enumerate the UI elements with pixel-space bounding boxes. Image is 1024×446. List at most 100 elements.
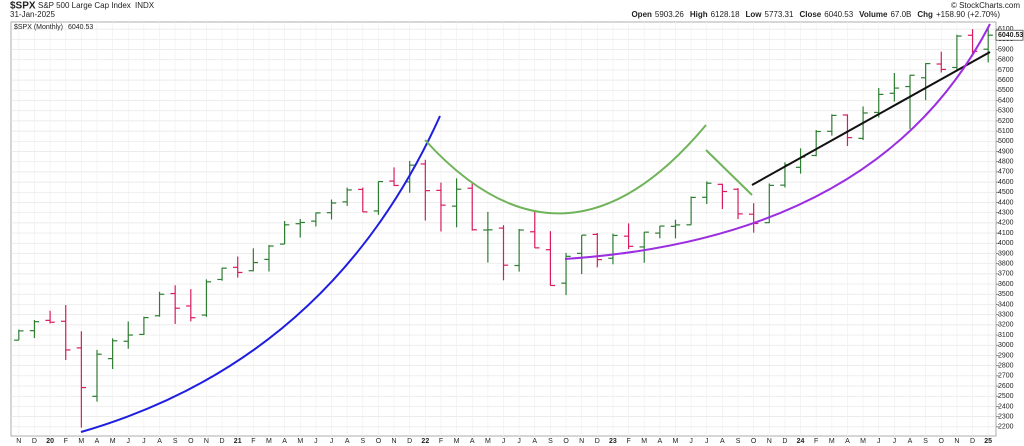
x-tick-label: F <box>64 438 68 445</box>
quote-label: Close <box>799 10 821 19</box>
x-tick-label: 22 <box>421 438 429 445</box>
credit: © StockCharts.com <box>951 1 1020 10</box>
x-tick-label: A <box>845 438 850 445</box>
x-tick-label: 20 <box>46 438 54 445</box>
x-tick-label: M <box>485 438 491 445</box>
black-line <box>751 51 991 186</box>
x-tick-label: D <box>407 438 412 445</box>
y-tick-label: 5800 <box>998 57 1014 64</box>
x-tick-label: M <box>110 438 116 445</box>
y-tick-label: 4600 <box>998 179 1014 186</box>
quote-label: High <box>690 10 708 19</box>
x-tick-label: J <box>689 438 693 445</box>
y-tick-label: 2300 <box>998 413 1014 420</box>
trend-lines <box>80 23 991 433</box>
x-tick-label: F <box>439 438 443 445</box>
y-tick-label: 3100 <box>998 332 1014 339</box>
quote-label: Open <box>631 10 652 19</box>
price-tag: 6040.53 <box>998 32 1023 39</box>
x-tick-label: 25 <box>984 438 992 445</box>
y-tick-label: 5300 <box>998 108 1014 115</box>
y-tick-label: 5100 <box>998 128 1014 135</box>
y-tick-label: 5900 <box>998 46 1014 53</box>
x-tick-label: J <box>330 438 334 445</box>
quote-label: Low <box>746 10 763 19</box>
y-tick-label: 4900 <box>998 148 1014 155</box>
index-name: S&P 500 Large Cap Index <box>38 1 131 10</box>
y-tick-label: 2600 <box>998 383 1014 390</box>
y-tick-label: 2900 <box>998 352 1014 359</box>
x-tick-label: A <box>157 438 162 445</box>
x-tick-label: 24 <box>797 438 805 445</box>
x-tick-label: S <box>173 438 178 445</box>
x-tick-label: N <box>579 438 584 445</box>
y-tick-label: 6100 <box>998 26 1014 33</box>
y-tick-label: 2200 <box>998 424 1014 431</box>
price-tag-bg <box>995 29 1024 41</box>
x-tick-label: J <box>705 438 709 445</box>
quote-value: 6128.18 <box>711 10 740 19</box>
legend-value: 6040.53 <box>68 24 93 31</box>
y-tick-label: 3300 <box>998 311 1014 318</box>
date: 31-Jan-2025 <box>10 10 55 19</box>
x-tick-label: M <box>860 438 866 445</box>
y-tick-label: 3800 <box>998 261 1014 268</box>
x-tick-label: D <box>32 438 37 445</box>
y-tick-label: 2400 <box>998 403 1014 410</box>
y-tick-label: 5600 <box>998 77 1014 84</box>
y-tick-label: 2700 <box>998 373 1014 380</box>
y-tick-label: 2500 <box>998 393 1014 400</box>
x-tick-label: O <box>188 438 194 445</box>
quote-value: 5903.26 <box>655 10 684 19</box>
x-tick-label: F <box>626 438 630 445</box>
x-tick-label: N <box>16 438 21 445</box>
exchange: INDX <box>135 1 155 10</box>
y-tick-label: 3200 <box>998 322 1014 329</box>
x-tick-label: J <box>877 438 881 445</box>
x-tick-label: O <box>751 438 757 445</box>
y-tick-label: 4700 <box>998 169 1014 176</box>
x-tick-label: 21 <box>234 438 242 445</box>
green-line <box>705 149 753 196</box>
x-tick-label: M <box>829 438 835 445</box>
x-tick-label: F <box>814 438 818 445</box>
x-tick-label: A <box>470 438 475 445</box>
x-tick-label: J <box>502 438 506 445</box>
symbol: $SPX <box>10 1 36 12</box>
quote-value: +158.90 (+2.70%) <box>936 10 1000 19</box>
x-tick-label: J <box>314 438 318 445</box>
x-tick-label: J <box>127 438 131 445</box>
y-tick-label: 5000 <box>998 138 1014 145</box>
y-tick-label: 3400 <box>998 301 1014 308</box>
y-tick-label: 4100 <box>998 230 1014 237</box>
x-tick-label: D <box>782 438 787 445</box>
y-tick-label: 3900 <box>998 250 1014 257</box>
x-tick-label: S <box>923 438 928 445</box>
x-tick-label: D <box>970 438 975 445</box>
y-tick-label: 5500 <box>998 87 1014 94</box>
x-tick-label: J <box>142 438 146 445</box>
y-tick-label: 3000 <box>998 342 1014 349</box>
x-tick-label: 23 <box>609 438 617 445</box>
x-tick-label: M <box>641 438 647 445</box>
quote-label: Chg <box>917 10 933 19</box>
y-tick-label: 5400 <box>998 97 1014 104</box>
quote-value: 67.0B <box>890 10 911 19</box>
x-tick-label: A <box>720 438 725 445</box>
y-tick-label: 5700 <box>998 67 1014 74</box>
x-tick-label: M <box>297 438 303 445</box>
purple-curve <box>564 23 991 260</box>
x-tick-label: N <box>204 438 209 445</box>
x-tick-label: O <box>563 438 569 445</box>
y-tick-label: 4500 <box>998 189 1014 196</box>
x-tick-label: A <box>908 438 913 445</box>
y-tick-label: 3600 <box>998 281 1014 288</box>
y-tick-label: 4200 <box>998 220 1014 227</box>
bars <box>14 26 993 428</box>
quote-value: 5773.31 <box>765 10 794 19</box>
x-tick-label: M <box>266 438 272 445</box>
y-tick-label: 3700 <box>998 271 1014 278</box>
